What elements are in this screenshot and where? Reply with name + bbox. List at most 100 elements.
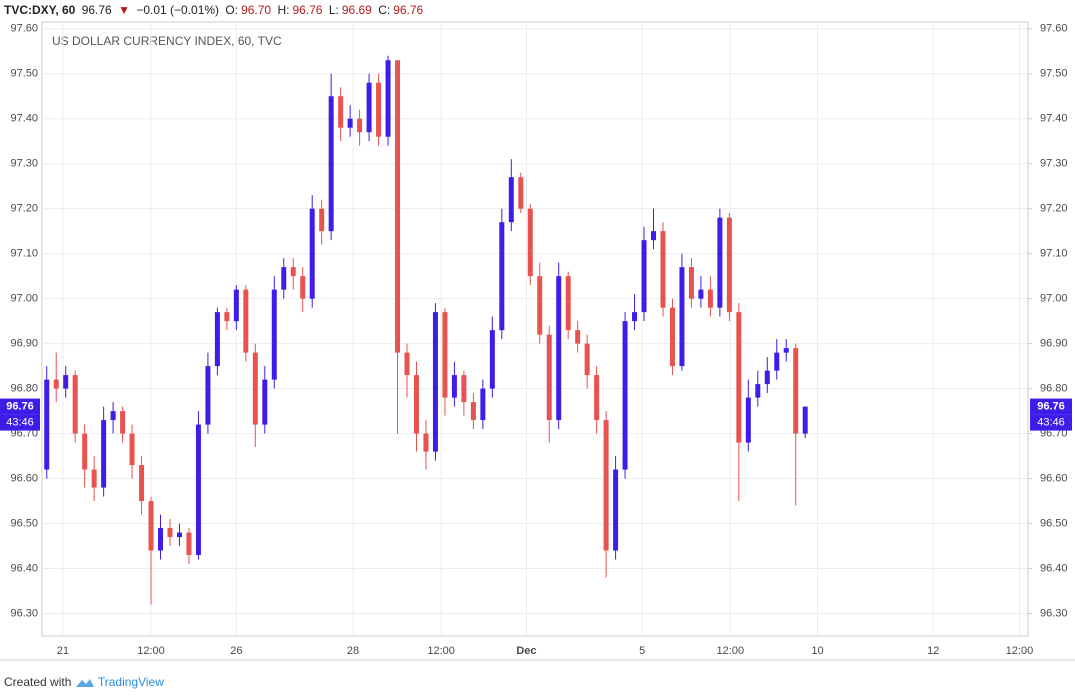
y-tick-label: 97.60 (1040, 23, 1068, 35)
candle-body (802, 406, 808, 434)
y-tick-label: 97.20 (1040, 203, 1068, 215)
ohlc-value: 96.76 (292, 3, 323, 17)
candle-body (499, 222, 505, 331)
footer-brand: TradingView (97, 675, 164, 689)
candle-body (622, 321, 628, 470)
candle-body (376, 82, 382, 137)
x-tick-label: 28 (347, 645, 359, 657)
x-tick-label: 26 (230, 645, 242, 657)
y-tick-label: 96.60 (10, 472, 38, 484)
y-tick-label: 96.30 (1040, 607, 1068, 619)
candle-body (243, 289, 249, 353)
candle-body (669, 307, 675, 367)
candle-body (347, 118, 353, 128)
logo (75, 678, 94, 687)
candle-body (470, 402, 476, 421)
price-badge (0, 398, 40, 415)
candle-body (745, 397, 751, 443)
countdown-badge (0, 414, 40, 431)
candle-body (518, 177, 524, 209)
ohlc-label: O: (225, 3, 239, 17)
y-tick-label: 96.40 (1040, 562, 1068, 574)
candle-body (167, 528, 173, 538)
candle-body (195, 424, 201, 556)
candle-body (148, 501, 154, 551)
candle-body (613, 469, 619, 551)
candle-body (413, 375, 419, 434)
y-tick-label: 97.00 (1040, 293, 1068, 305)
candle-body (679, 267, 685, 367)
y-tick-label: 96.60 (1040, 472, 1068, 484)
candle-body (44, 379, 50, 470)
candle-body (186, 532, 192, 556)
price-badge-label: 96.76 (6, 400, 34, 412)
candle-body (423, 433, 429, 452)
candle-body (736, 312, 742, 443)
candle-body (404, 352, 410, 376)
candle-body (489, 330, 495, 389)
candle-body (110, 411, 116, 421)
candle-body (755, 384, 761, 398)
y-tick-label: 96.40 (10, 562, 38, 574)
y-tick-label: 97.60 (10, 23, 38, 35)
y-tick-label: 97.20 (10, 203, 38, 215)
candle-body (319, 208, 325, 232)
candle-body (651, 231, 657, 241)
candle-body (660, 231, 666, 308)
x-tick-label: 12:00 (427, 645, 455, 657)
candle-body (385, 60, 391, 137)
x-tick-label: 12:00 (137, 645, 165, 657)
candle-body (252, 352, 258, 425)
x-tick-label: 21 (57, 645, 69, 657)
price-badge (1030, 398, 1072, 415)
candle-body (357, 118, 363, 133)
y-tick-label: 97.50 (1040, 68, 1068, 80)
ohlc-value: 96.76 (393, 3, 424, 17)
candle-body (442, 312, 448, 398)
ohlc-value: 96.70 (241, 3, 272, 17)
candle-body (158, 528, 164, 551)
candle-body (707, 289, 713, 308)
candle-body (214, 312, 220, 367)
ohlc-label: L: (328, 3, 339, 17)
x-tick-label: 10 (811, 645, 823, 657)
candle-body (594, 375, 600, 421)
countdown-label: 43:46 (6, 416, 34, 428)
candle-body (53, 379, 59, 389)
x-tick-label: 5 (639, 645, 645, 657)
x-tick-label: Dec (516, 645, 536, 657)
plot-frame (41, 21, 1029, 637)
footer: Created with TradingView (4, 675, 164, 689)
candle-body (793, 348, 799, 434)
price-badge-label: 96.76 (1037, 400, 1065, 412)
candle-body (575, 330, 581, 344)
candle-body (271, 289, 277, 380)
candle-body (774, 352, 780, 371)
y-tick-label: 97.10 (10, 248, 38, 260)
candle-body (632, 312, 638, 322)
x-tick-label: 12 (927, 645, 939, 657)
candle-body (233, 289, 239, 322)
candle-body (120, 411, 126, 434)
header: TVC:DXY, 60 96.76 ▼ −0.01 (−0.01%) O: 96.… (4, 3, 426, 17)
last-price: 96.76 (81, 3, 112, 17)
candle-body (129, 433, 135, 466)
y-tick-label: 96.50 (1040, 517, 1068, 529)
y-tick-label: 97.30 (1040, 158, 1068, 170)
candle-body (63, 375, 69, 389)
candle-body (556, 276, 562, 421)
candle-body (205, 366, 211, 425)
y-tick-label: 97.00 (10, 293, 38, 305)
symbol: TVC:DXY, 60 (4, 3, 76, 17)
candle-body (461, 375, 467, 403)
y-tick-label: 97.40 (10, 113, 38, 125)
candle-body (139, 465, 145, 502)
candle-body (764, 370, 770, 385)
y-tick-label: 96.50 (10, 517, 38, 529)
y-tick-label: 97.50 (10, 68, 38, 80)
candle-body (72, 375, 78, 434)
candle-body (783, 348, 789, 353)
countdown-badge (1030, 414, 1072, 431)
candle-body (527, 208, 533, 277)
